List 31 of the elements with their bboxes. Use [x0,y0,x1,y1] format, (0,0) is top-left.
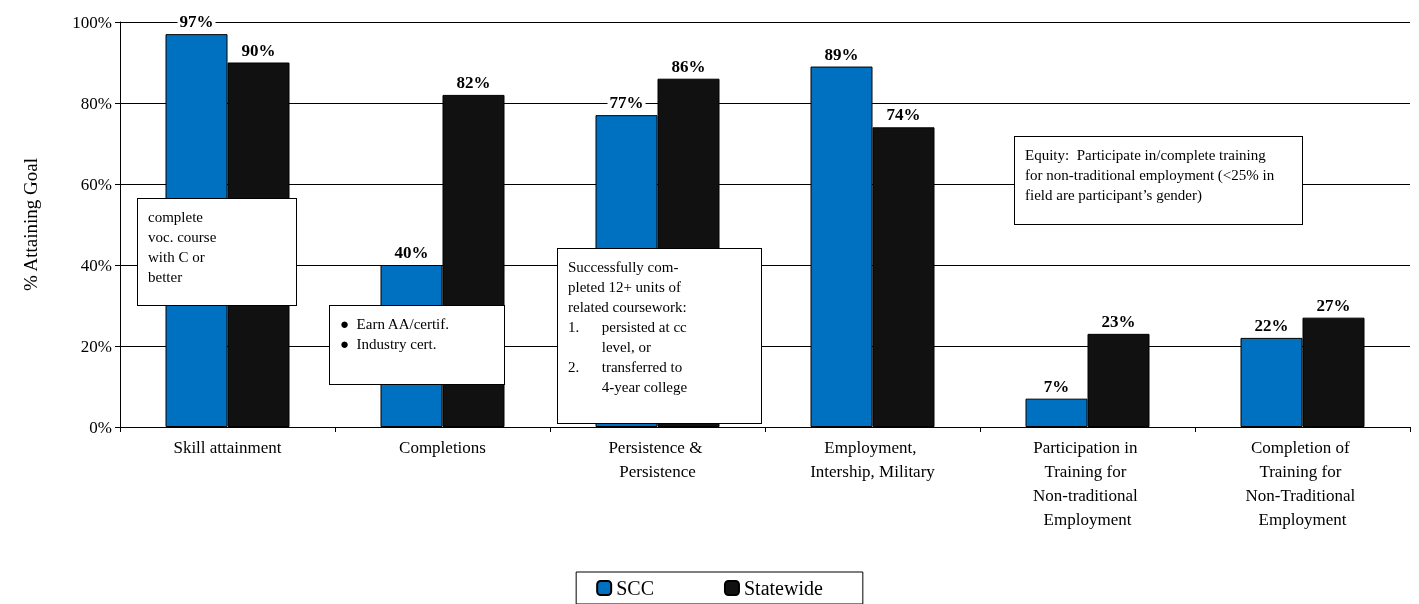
y-tick-label: 60% [80,174,112,194]
x-tick-label: Completions [399,437,486,457]
text-box: Successfully com- pleted 12+ units of related coursework: 1. persisted at cc level, or 2. transferred to 4-year college [557,248,762,424]
data-label: 74% [886,105,921,125]
x-tick-label: Completion of Training for Non-Traditional Employment [1245,437,1360,529]
data-label: 82% [456,72,491,92]
text-box: complete voc. course with C or better [137,198,297,306]
data-label: 86% [671,56,706,76]
text-box: ● Earn AA/certif. ● Industry cert. [329,305,505,385]
y-tick-label: 100% [72,12,112,32]
data-label: 27% [1316,295,1351,315]
data-label: 90% [241,40,276,60]
x-tick-label: Participation in Training for Non-traditional Employment [1032,437,1143,529]
y-tick-label: 80% [80,93,112,113]
data-label: 7% [1043,376,1070,396]
legend-label: Statewide [743,577,823,599]
x-tick-label: Employment, Intership, Military [810,437,936,481]
data-label: 23% [1101,311,1136,331]
y-axis-title: % Attaining Goal [20,158,41,291]
text-box: Equity: Participate in/complete training for non-traditional employment (<25% in field are participant’s gender) [1014,136,1303,225]
data-label: 40% [394,243,429,262]
data-label: 22% [1254,315,1289,335]
y-tick-label: 0% [89,417,112,437]
x-tick-label: Persistence & Persistence [608,437,707,481]
x-tick-label: Skill attainment [173,437,282,457]
data-label: 89% [824,44,859,64]
data-label: 77% [609,93,644,113]
legend-label: SCC [616,577,654,599]
y-tick-label: 20% [80,336,112,356]
data-label: 97% [179,12,214,32]
y-tick-label: 40% [80,255,112,275]
